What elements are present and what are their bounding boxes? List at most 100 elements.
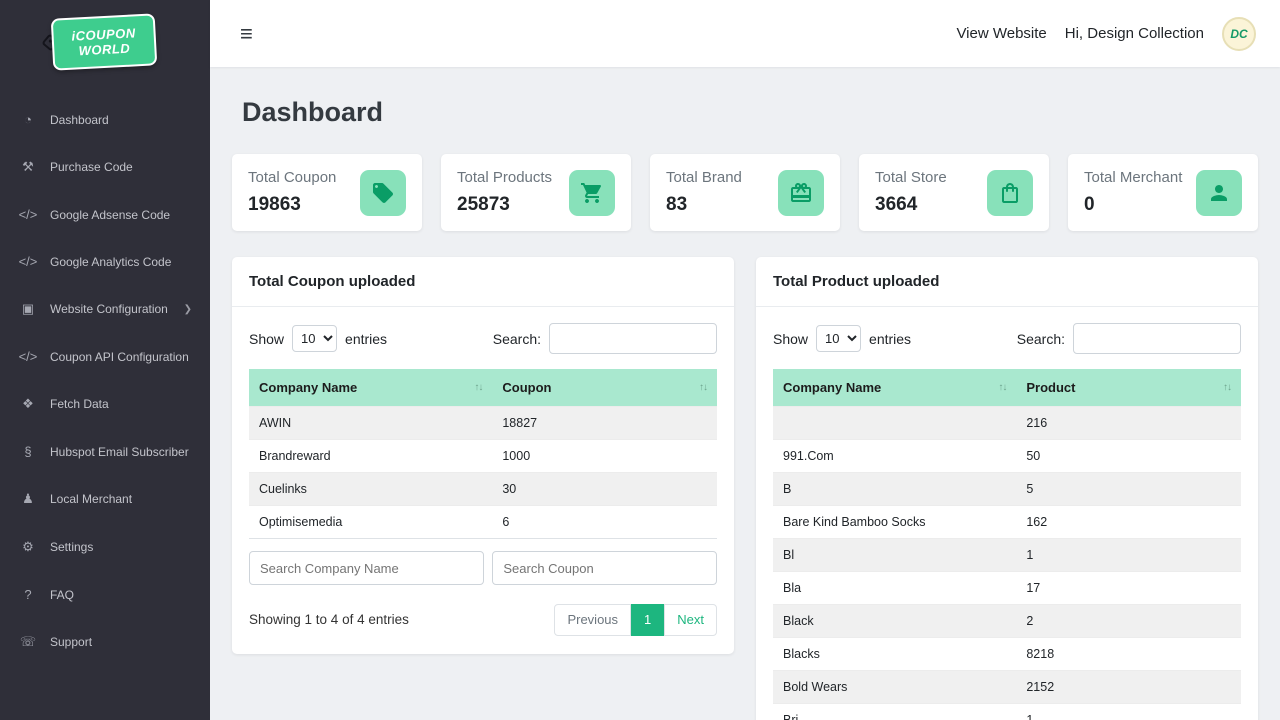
sidebar-item-fetch-data[interactable]: ❖ Fetch Data	[0, 380, 210, 428]
menu-toggle-button[interactable]: ≡	[240, 20, 253, 46]
product-panel-title: Total Product uploaded	[756, 257, 1258, 307]
logo-badge: iCOUPON WORLD	[50, 13, 158, 71]
entries-label: entries	[869, 330, 912, 347]
show-label: Show	[249, 330, 285, 347]
stat-label: Total Products	[457, 169, 553, 186]
sidebar-item-hubspot-email-subscriber[interactable]: § Hubspot Email Subscriber	[0, 428, 210, 475]
logo[interactable]: iCOUPON WORLD	[0, 0, 210, 92]
sort-icon: ↑↓	[699, 382, 708, 393]
cell-product: 1	[1016, 703, 1241, 720]
next-page-button[interactable]: Next	[664, 604, 717, 636]
cell-company: Bold Wears	[773, 670, 1017, 704]
cell-company: Cuelinks	[249, 472, 493, 506]
sidebar-item-label: Dashboard	[50, 112, 109, 127]
product-table: ↑↓ Company Name ↑↓ Product	[773, 369, 1241, 720]
cell-company: Black	[773, 604, 1017, 638]
main-area: ≡ View Website Hi, Design Collection DC …	[210, 0, 1280, 720]
column-header-company-name[interactable]: ↑↓ Company Name	[249, 369, 493, 407]
product-table-controls: Show 10 entries Search:	[773, 323, 1241, 354]
page-number-button[interactable]: 1	[631, 604, 665, 636]
table-row: 216	[773, 406, 1241, 440]
entries-label: entries	[345, 330, 388, 347]
coupon-panel: Total Coupon uploaded Show 10 entries	[232, 257, 734, 654]
sidebar-item-local-merchant[interactable]: ♟ Local Merchant	[0, 475, 210, 523]
sidebar-item-settings[interactable]: ⚙ Settings	[0, 523, 210, 571]
cell-coupon: 6	[492, 505, 717, 539]
column-header-company-name[interactable]: ↑↓ Company Name	[773, 369, 1017, 407]
cell-company: Bri	[773, 703, 1017, 720]
code-icon: </>	[18, 254, 38, 269]
table-row: Bla 17	[773, 571, 1241, 605]
sort-icon: ↑↓	[474, 382, 483, 393]
cell-company: B	[773, 472, 1017, 506]
product-search-input[interactable]	[1073, 323, 1241, 354]
table-row: Cuelinks 30	[249, 472, 717, 506]
page-title: Dashboard	[242, 97, 384, 127]
table-row: Bri 1	[773, 703, 1241, 720]
sidebar-item-label: Purchase Code	[50, 160, 133, 174]
stat-value: 19863	[248, 194, 301, 215]
column-header-product[interactable]: ↑↓ Product	[1016, 369, 1241, 407]
dashboard-icon: ◔	[24, 112, 32, 127]
stat-label: Total Store	[875, 169, 947, 186]
previous-page-button[interactable]: Previous	[554, 604, 632, 636]
sidebar-item-label: Coupon API Configuration	[50, 349, 189, 364]
sidebar-item-label: Fetch Data	[50, 397, 109, 411]
topbar: ≡ View Website Hi, Design Collection DC	[210, 0, 1280, 67]
coupon-search-input[interactable]	[549, 323, 717, 354]
sidebar-item-label: Settings	[50, 540, 94, 554]
sidebar-item-faq[interactable]: ? FAQ	[0, 571, 210, 618]
coupon-table: ↑↓ Company Name ↑↓ Coupon	[249, 369, 717, 587]
product-panel: Total Product uploaded Show 10 entries	[756, 257, 1258, 720]
cell-coupon: 30	[492, 472, 717, 506]
cell-company: AWIN	[249, 406, 493, 440]
sidebar-item-label: Local Merchant	[50, 492, 133, 506]
sidebar-nav: ◔ Dashboard ⚒ Purchase Code </> Google A…	[0, 92, 210, 666]
table-row: Brandreward 1000	[249, 439, 717, 473]
sidebar-item-support[interactable]: ☏ Support	[0, 618, 210, 666]
bag-icon	[987, 169, 1033, 216]
coupon-table-footer: Showing 1 to 4 of 4 entries Previous 1 N…	[249, 604, 717, 636]
sidebar-item-dashboard[interactable]: ◔ Dashboard	[0, 96, 210, 143]
tag-icon	[360, 169, 406, 216]
table-row: AWIN 18827	[249, 406, 717, 440]
column-header-coupon[interactable]: ↑↓ Coupon	[492, 369, 717, 407]
stat-value: 83	[666, 194, 688, 215]
cell-product: 5	[1016, 472, 1241, 506]
users-icon: ♟	[22, 491, 34, 506]
stat-value: 25873	[457, 194, 510, 215]
page-content: Dashboard Total Coupon 19863 Total Produ…	[210, 67, 1280, 720]
search-label: Search:	[1016, 330, 1065, 347]
table-row: Bold Wears 2152	[773, 670, 1241, 704]
coupon-filter-input[interactable]	[492, 551, 717, 585]
coupon-panel-body: Show 10 entries Search:	[232, 307, 734, 654]
sidebar-item-website-configuration[interactable]: ▣ Website Configuration ❯	[0, 285, 210, 333]
cell-product: 162	[1016, 505, 1241, 539]
cell-product: 50	[1016, 439, 1241, 473]
cell-company: Optimisemedia	[249, 505, 493, 539]
table-row: 991.Com 50	[773, 439, 1241, 473]
table-row: Black 2	[773, 604, 1241, 638]
table-row: Bare Kind Bamboo Socks 162	[773, 505, 1241, 539]
showing-entries-text: Showing 1 to 4 of 4 entries	[249, 612, 409, 628]
panels-row: Total Coupon uploaded Show 10 entries	[232, 257, 1258, 720]
avatar[interactable]: DC	[1222, 16, 1256, 51]
stat-card-total-merchant: Total Merchant 0	[1068, 154, 1258, 231]
pagination: Previous 1 Next	[554, 604, 717, 636]
sidebar-item-google-adsense-code[interactable]: </> Google Adsense Code	[0, 191, 210, 238]
sidebar-item-purchase-code[interactable]: ⚒ Purchase Code	[0, 143, 210, 191]
coupon-table-controls: Show 10 entries Search:	[249, 323, 717, 354]
sidebar-item-coupon-api-configuration[interactable]: </> Coupon API Configuration	[0, 333, 210, 380]
sidebar-item-google-analytics-code[interactable]: </> Google Analytics Code	[0, 238, 210, 285]
user-greeting[interactable]: Hi, Design Collection	[1064, 25, 1204, 42]
page-size-select[interactable]: 10	[816, 325, 862, 352]
page-size-select[interactable]: 10	[292, 325, 338, 352]
code-icon: </>	[18, 349, 38, 364]
stat-label: Total Merchant	[1084, 169, 1183, 186]
company-name-filter-input[interactable]	[249, 551, 485, 585]
stat-card-total-store: Total Store 3664	[859, 154, 1049, 231]
tag-icon: ❖	[22, 396, 34, 411]
cart-icon	[569, 169, 615, 216]
view-website-link[interactable]: View Website	[956, 25, 1047, 42]
